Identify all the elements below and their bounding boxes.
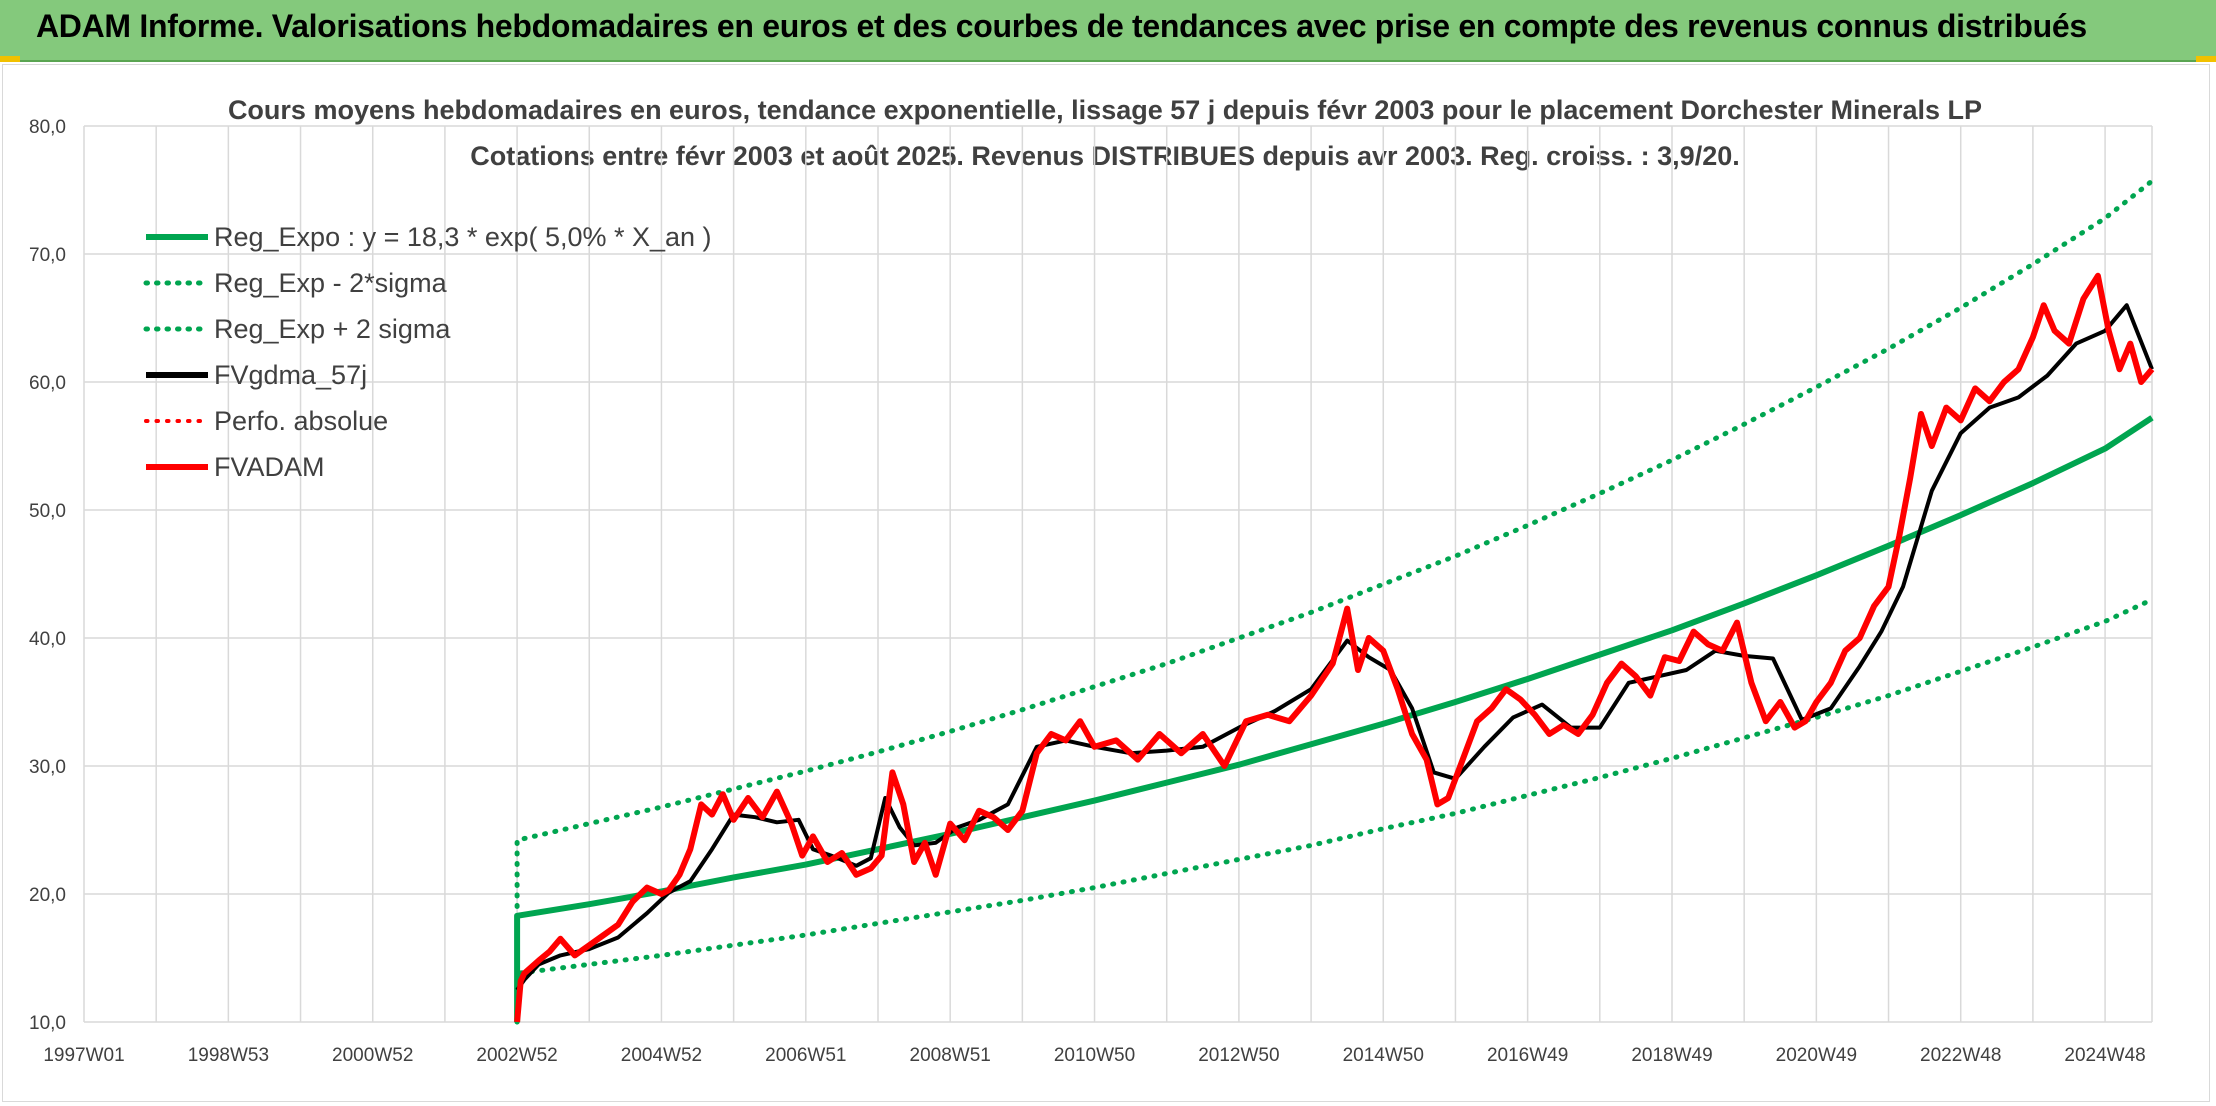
chart-legend: Reg_Expo : y = 18,3 * exp( 5,0% * X_an )… [143,222,712,482]
y-tick-label: 50,0 [29,501,66,522]
y-axis-tick-labels: 10,0 20,0 30,0 40,0 50,0 60,0 70,0 80,0 [29,117,66,1034]
y-tick-label: 20,0 [29,885,66,906]
chart-frame [2,64,2210,1102]
chart-title: Cours moyens hebdomadaires en euros, ten… [228,95,1982,125]
x-axis-tick-labels: 1997W01 1998W53 2000W52 2002W52 2004W52 2006W… [43,1045,2145,1066]
chart-gridlines [83,125,2153,1023]
series-line-1 [514,415,2154,1022]
legend-label: Reg_Expo : y = 18,3 * exp( 5,0% * X_an ) [214,222,712,252]
x-tick-label: 2002W52 [476,1045,557,1066]
legend-label: Reg_Exp + 2 sigma [214,314,451,344]
legend-label: Perfo. absolue [214,406,388,436]
x-tick-label: 2014W50 [1343,1045,1424,1066]
legend-label: FVADAM [214,452,325,482]
y-tick-label: 30,0 [29,757,66,778]
x-tick-label: 2006W51 [765,1045,846,1066]
x-tick-label: 2000W52 [332,1045,413,1066]
y-tick-label: 70,0 [29,245,66,266]
y-tick-label: 40,0 [29,629,66,650]
banner-corner-left-decoration [0,56,20,62]
chart-subtitle: Cotations entre févr 2003 et août 2025. … [470,141,1740,171]
x-tick-label: 2010W50 [1054,1045,1135,1066]
y-tick-label: 60,0 [29,373,66,394]
x-tick-label: 2024W48 [2064,1045,2145,1066]
chart-series [514,178,2155,1025]
series-line-6 [514,272,2155,1023]
x-tick-label: 2016W49 [1487,1045,1568,1066]
legend-label: Reg_Exp - 2*sigma [214,268,448,298]
x-tick-label: 2020W49 [1776,1045,1857,1066]
report-banner-title: ADAM Informe. Valorisations hebdomadaire… [36,8,2087,44]
y-tick-label: 10,0 [29,1013,66,1034]
x-tick-label: 2022W48 [1920,1045,2001,1066]
x-tick-label: 2018W49 [1631,1045,1712,1066]
x-tick-label: 1997W01 [43,1045,124,1066]
x-tick-label: 2012W50 [1198,1045,1279,1066]
report-banner: ADAM Informe. Valorisations hebdomadaire… [0,0,2216,62]
x-tick-label: 1998W53 [188,1045,269,1066]
x-tick-label: 2004W52 [621,1045,702,1066]
x-tick-label: 2008W51 [910,1045,991,1066]
series-line-3 [514,178,2155,1025]
series-line-2 [514,597,2155,1025]
legend-label: FVgdma_57j [214,360,367,390]
series-line-4 [515,303,2154,992]
banner-corner-right-decoration [2196,56,2216,62]
y-tick-label: 80,0 [29,117,66,138]
